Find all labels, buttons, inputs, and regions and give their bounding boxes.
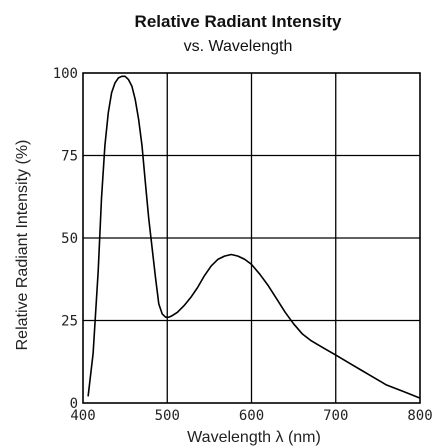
spectrum-curve	[87, 75, 421, 399]
y-tick-label: 0	[70, 396, 78, 412]
plot-frame	[82, 72, 421, 404]
chart-title: Relative Radiant Intensity	[135, 12, 342, 31]
y-tick-label: 50	[61, 231, 78, 247]
y-tick-label: 75	[61, 149, 78, 165]
x-axis-label: Wavelength λ (nm)	[187, 429, 321, 446]
x-tick-label: 800	[407, 408, 432, 424]
x-tick-label: 500	[155, 408, 180, 424]
x-tick-label: 400	[70, 408, 95, 424]
x-tick-label: 700	[323, 408, 348, 424]
y-tick-label: 25	[61, 314, 78, 330]
y-tick-label: 100	[53, 66, 78, 82]
x-tick-label: 600	[239, 408, 264, 424]
grid	[83, 73, 420, 403]
chart-subtitle: vs. Wavelength	[184, 38, 293, 55]
y-axis-label: Relative Radiant Intensity (%)	[14, 140, 31, 351]
y-tick-labels: 100 75 50 25 0	[53, 66, 78, 412]
x-tick-labels: 400 500 600 700 800	[70, 408, 432, 424]
